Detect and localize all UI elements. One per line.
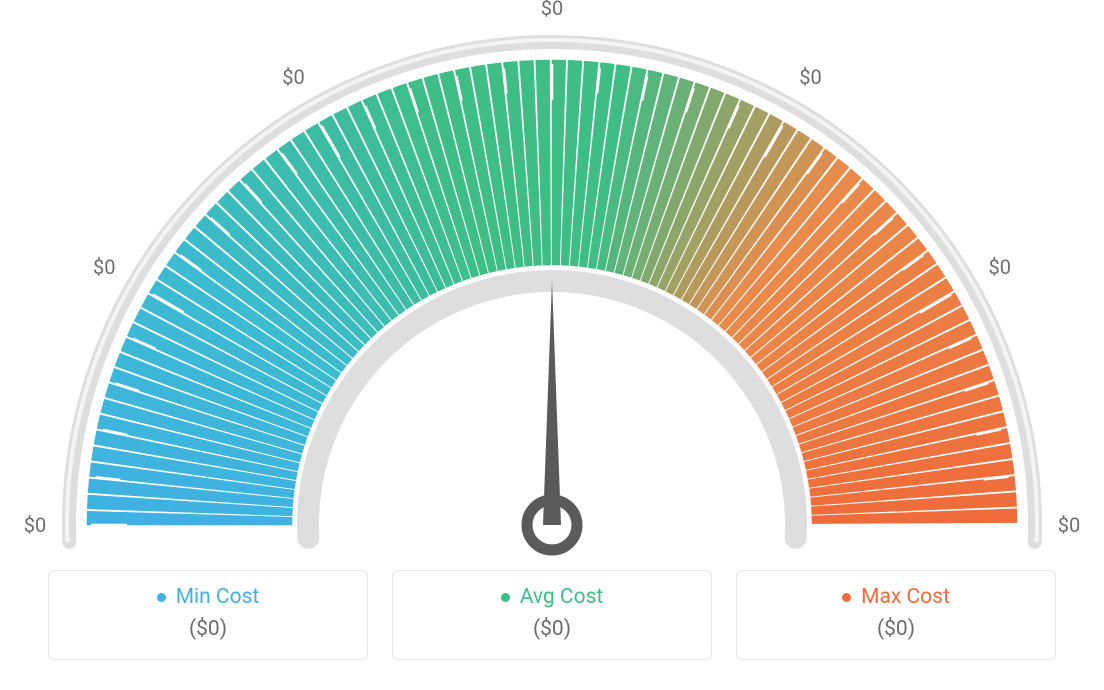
- legend-card: Max Cost ($0): [736, 570, 1056, 660]
- scale-label: $0: [1058, 513, 1080, 537]
- legend-title: Avg Cost: [501, 585, 604, 609]
- legend-value: ($0): [747, 617, 1045, 641]
- legend-dot-icon: [501, 593, 510, 602]
- scale-label: $0: [988, 255, 1010, 279]
- gauge-svg: [0, 20, 1104, 580]
- legend-dot-icon: [157, 593, 166, 602]
- cost-gauge-figure: $0$0$0$0$0$0$0 Min Cost($0)Avg Cost($0)M…: [0, 0, 1104, 690]
- scale-label: $0: [282, 65, 304, 89]
- legend-title: Max Cost: [842, 585, 950, 609]
- legend-label: Avg Cost: [520, 585, 604, 609]
- scale-label: $0: [541, 0, 563, 20]
- legend-card: Min Cost ($0): [48, 570, 368, 660]
- scale-label: $0: [799, 65, 821, 89]
- legend-dot-icon: [842, 593, 851, 602]
- legend-label: Max Cost: [861, 585, 950, 609]
- legend-value: ($0): [403, 617, 701, 641]
- scale-label: $0: [24, 513, 46, 537]
- legend-title: Min Cost: [157, 585, 260, 609]
- legend-value: ($0): [59, 617, 357, 641]
- needle: [543, 280, 561, 525]
- gauge-area: $0 $0 $0 $0 $0 $0 $0: [0, 0, 1104, 560]
- scale-label: $0: [93, 255, 115, 279]
- legend-label: Min Cost: [176, 585, 260, 609]
- legend-row: Min Cost ($0) Avg Cost ($0) Max Cost ($0): [40, 570, 1064, 660]
- legend-card: Avg Cost ($0): [392, 570, 712, 660]
